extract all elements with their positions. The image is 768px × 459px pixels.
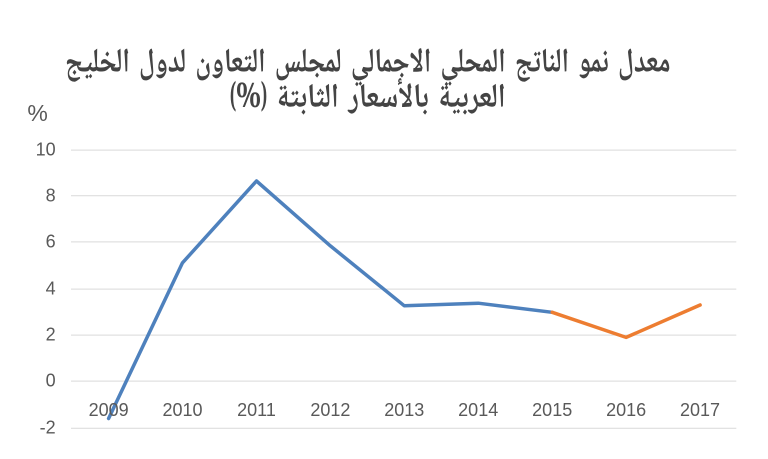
svg-text:4: 4	[46, 279, 56, 299]
svg-text:0: 0	[46, 371, 56, 391]
svg-text:-2: -2	[40, 418, 56, 438]
svg-text:2017: 2017	[680, 400, 720, 420]
svg-text:10: 10	[36, 140, 56, 160]
svg-text:2011: 2011	[237, 400, 276, 420]
svg-text:2016: 2016	[606, 400, 646, 420]
svg-text:2015: 2015	[532, 400, 572, 420]
svg-text:2014: 2014	[458, 400, 498, 420]
svg-text:%: %	[27, 100, 47, 126]
svg-text:2013: 2013	[384, 400, 424, 420]
svg-text:2010: 2010	[162, 400, 202, 420]
svg-text:2: 2	[46, 325, 56, 345]
svg-text:6: 6	[46, 231, 56, 251]
svg-text:2012: 2012	[310, 400, 350, 420]
svg-text:2009: 2009	[89, 400, 129, 420]
svg-text:8: 8	[46, 185, 56, 205]
